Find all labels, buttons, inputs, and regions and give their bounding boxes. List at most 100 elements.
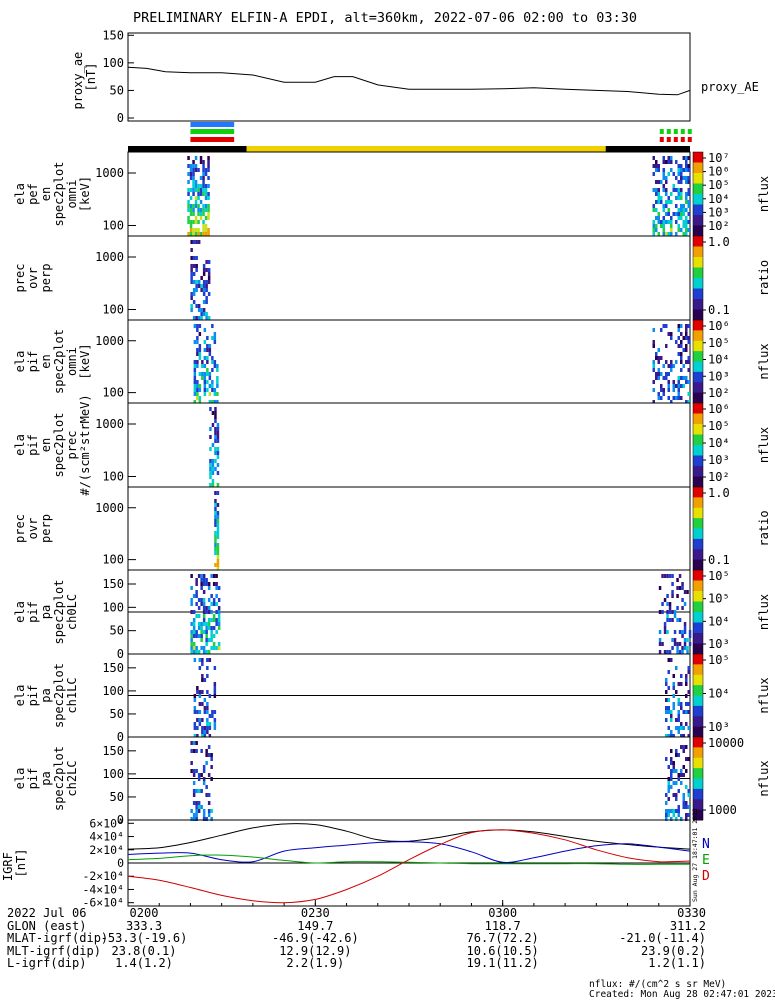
spectrogram-cell (211, 423, 215, 427)
spectrogram-cell (655, 372, 658, 376)
spectrogram-cell (657, 356, 660, 360)
spectrogram-cell (652, 204, 655, 208)
colorbar-cell (693, 726, 703, 738)
spectrogram-cell (189, 232, 193, 236)
spectrogram-cell (210, 765, 213, 769)
colorbar-cell (693, 309, 703, 321)
spectrogram-cell (655, 168, 658, 172)
spectrogram-cell (680, 745, 683, 749)
spectrogram-cell (204, 184, 208, 188)
spectrogram-cell (211, 380, 214, 384)
spectrogram-cell (199, 184, 203, 188)
spectrogram-cell (665, 817, 668, 821)
spectrogram-cell (201, 730, 204, 734)
colorbar-cell (693, 612, 703, 623)
spectrogram-cell (209, 475, 212, 479)
spectrogram-cell (205, 761, 208, 765)
spectrogram-cell (194, 204, 198, 208)
spectrogram-cell (677, 726, 680, 730)
spectrogram-cell (214, 503, 217, 507)
colorbar-cell (693, 737, 703, 748)
spectrogram-cell (680, 396, 683, 400)
status-segment-yellow (246, 146, 606, 152)
spectrogram-cell (672, 674, 675, 678)
spectrogram-cell (680, 208, 683, 212)
spectrogram-cell (204, 208, 208, 212)
spectrogram-cell (190, 292, 193, 296)
spectrogram-cell (216, 364, 219, 368)
spectrogram-cell (685, 348, 688, 352)
spectrogram-cell (660, 196, 663, 200)
spectrogram-cell (193, 372, 197, 376)
spectrogram-cell (215, 646, 218, 650)
spectrogram-cell (670, 364, 673, 368)
spectrogram-cell (216, 431, 220, 435)
spectrogram-cell (215, 574, 218, 578)
side-stamp: Sun Aug 27 18:47:01 2023 (691, 808, 699, 902)
spectrogram-cell (680, 168, 683, 172)
spectrogram-cell (685, 674, 688, 678)
panel-ytick-label: 50 (110, 624, 124, 638)
spectrogram-cell (206, 690, 209, 694)
spectrogram-cell (207, 582, 211, 586)
spectrogram-cell (670, 220, 673, 224)
colorbar-tick-label: 1.0 (708, 486, 730, 500)
spectrogram-cell (207, 192, 210, 196)
spectrogram-cell (202, 610, 206, 614)
panel-ylabel-line: prec (65, 431, 79, 460)
spectrogram-cell (200, 276, 203, 280)
spectrogram-cell (681, 582, 684, 586)
spectrogram-cell (203, 384, 207, 388)
spectrogram-cell (672, 384, 675, 388)
spectrogram-cell (672, 396, 675, 400)
ae-ylabel: proxy_ae [nT] (71, 44, 98, 109)
spectrogram-cell (202, 646, 206, 650)
spectrogram-cell (201, 690, 204, 694)
spectrogram-cell (657, 232, 660, 236)
colorbar-cell (693, 424, 703, 435)
spectrogram-cell (213, 694, 217, 698)
spectrogram-cell (655, 164, 658, 168)
spectrogram-cell (672, 706, 675, 710)
igrf-ylabel-name: IGRF (1, 852, 15, 881)
spectrogram-cell (189, 168, 193, 172)
spectrogram-cell (198, 384, 202, 388)
spectrogram-cell (217, 614, 221, 618)
colorbar-cell (693, 716, 703, 728)
panel-ytick-label: 50 (110, 790, 124, 804)
spectrogram-cell (657, 200, 660, 204)
igrf-ytick-label: -2×10⁴ (82, 869, 124, 883)
spectrogram-cell (670, 400, 673, 404)
colorbar-tick-label: 10⁵ (708, 336, 730, 350)
spectrogram-cell (200, 582, 203, 586)
panel-ylabel: elapifenspec2plotprec#/(scm²strMeV) (13, 394, 92, 495)
spectrogram-cell (672, 813, 675, 817)
spectrogram-cell (190, 634, 193, 638)
spectrogram-cell (676, 606, 679, 610)
spectrogram-cell (687, 220, 690, 224)
spectrogram-cell (675, 196, 678, 200)
spectrogram-cell (203, 388, 207, 392)
colorbar-tick-label: 10³ (708, 720, 730, 734)
spectrogram-cell (680, 674, 683, 678)
spectrogram-cell (687, 156, 690, 160)
igrf-ylabel: IGRF [nT] (1, 845, 28, 881)
colorbar-cell (693, 392, 703, 404)
footer-value: 149.7 (297, 919, 333, 933)
spectrogram-cell (211, 471, 215, 475)
spectrogram-cell (196, 380, 199, 384)
spectrogram-cell (207, 801, 211, 805)
spectrogram-cell (675, 666, 678, 670)
spectrogram-cell (201, 734, 204, 738)
spectrogram-cell (208, 348, 212, 352)
spectrogram-cell (662, 184, 665, 188)
spectrogram-cell (213, 722, 217, 726)
spectrogram-cell (665, 682, 668, 686)
spectrogram-cell (652, 364, 655, 368)
spectrogram-cell (199, 216, 203, 220)
spectrogram-cell (667, 372, 670, 376)
spectrogram-cell (197, 280, 201, 284)
spectrogram-cell (673, 642, 677, 646)
